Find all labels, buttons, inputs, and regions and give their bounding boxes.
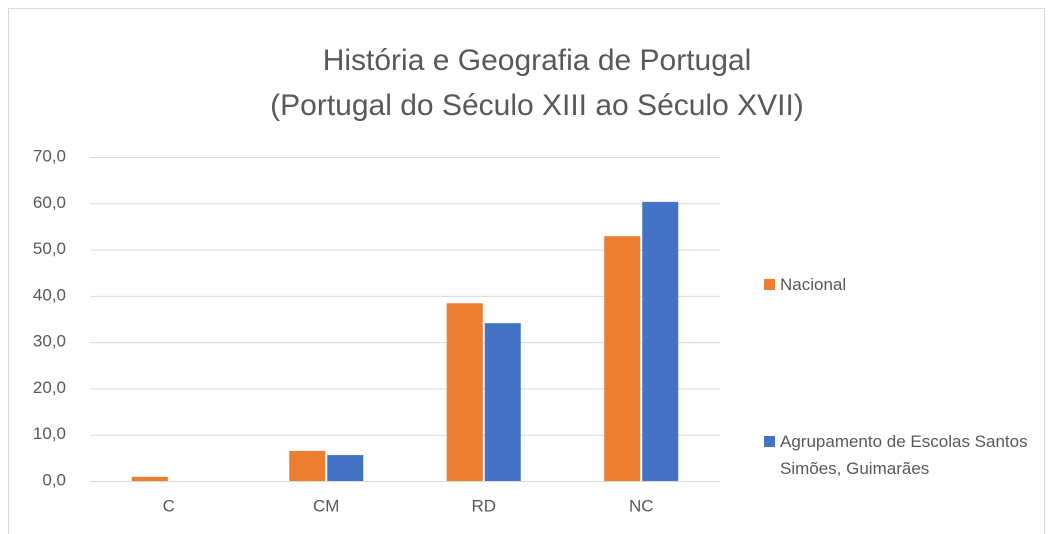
bar — [604, 236, 641, 481]
chart-border — [8, 8, 1045, 534]
y-tick-label: 10,0 — [33, 424, 66, 443]
legend-label: Agrupamento de Escolas Santos Simões, Gu… — [780, 432, 1028, 478]
x-tick-label: RD — [471, 496, 496, 515]
bar — [327, 455, 364, 481]
chart-subtitle: (Portugal do Século XIII ao Século XVII) — [270, 89, 804, 122]
y-tick-label: 50,0 — [33, 239, 66, 258]
y-tick-label: 0,0 — [42, 470, 66, 489]
legend-item: Nacional — [764, 271, 1049, 298]
legend-swatch — [764, 436, 775, 447]
x-tick-label: NC — [629, 496, 654, 515]
y-tick-label: 60,0 — [33, 193, 66, 212]
y-tick-label: 20,0 — [33, 378, 66, 397]
y-tick-label: 30,0 — [33, 332, 66, 351]
legend-label: Nacional — [780, 275, 847, 294]
legend-swatch — [764, 279, 775, 290]
bar — [131, 476, 168, 481]
y-tick-label: 70,0 — [33, 146, 66, 165]
bar — [446, 303, 483, 481]
bar — [289, 450, 326, 481]
bar — [642, 201, 679, 481]
bar — [484, 323, 521, 481]
chart-title: História e Geografia de Portugal — [323, 44, 752, 77]
x-tick-label: C — [163, 496, 175, 515]
x-tick-label: CM — [313, 496, 339, 515]
y-tick-label: 40,0 — [33, 285, 66, 304]
legend-item: Agrupamento de Escolas Santos Simões, Gu… — [764, 428, 1049, 482]
